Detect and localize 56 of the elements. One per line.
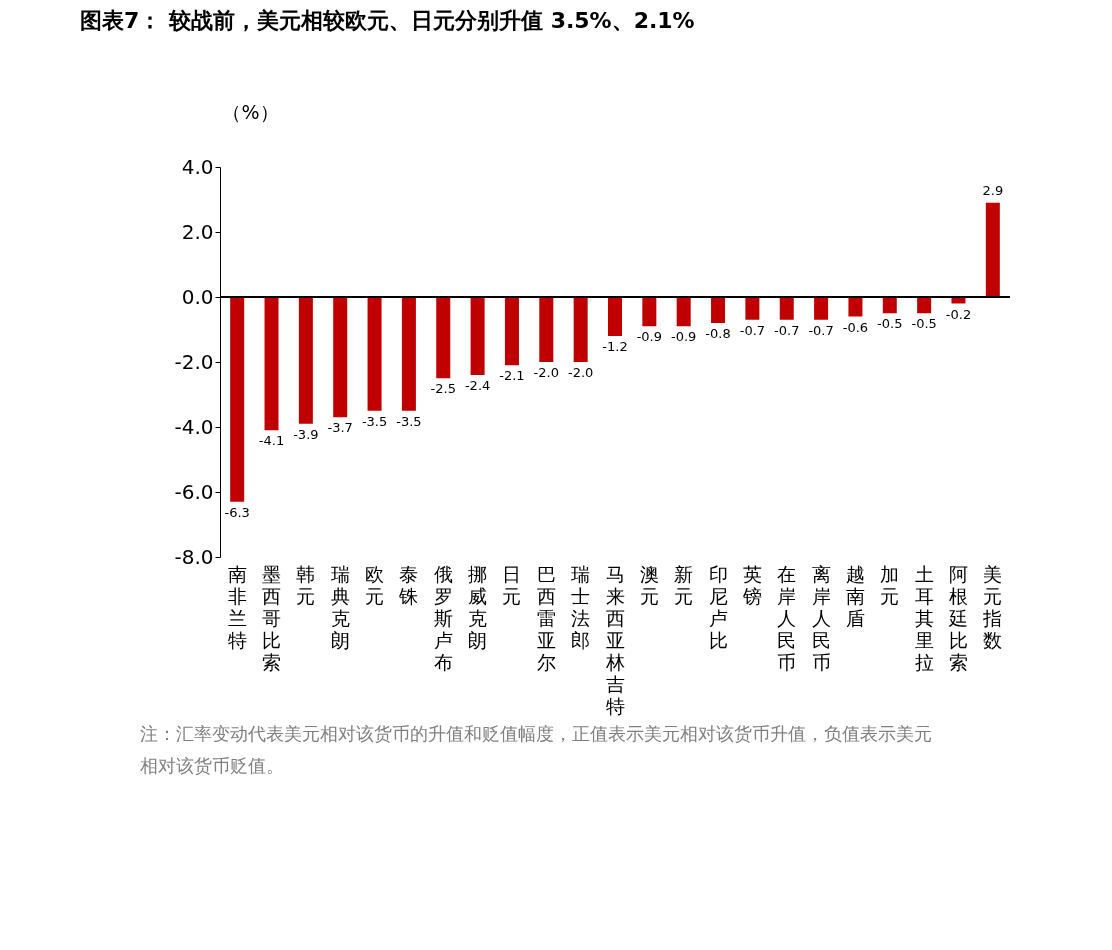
data-label: -0.7 bbox=[808, 322, 834, 338]
y-tick-label: 0.0 bbox=[181, 284, 214, 309]
y-axis-title: （%） bbox=[222, 100, 279, 123]
y-tick-label: -6.0 bbox=[174, 479, 214, 504]
x-tick-label: 新元 bbox=[674, 562, 694, 607]
x-tick-label: 马来西亚林吉特 bbox=[604, 562, 625, 717]
y-tick-label: -2.0 bbox=[174, 349, 214, 374]
data-label: -1.2 bbox=[602, 339, 628, 354]
x-tick-label: 离岸人民币 bbox=[811, 562, 831, 673]
x-tick-label: 日元 bbox=[502, 562, 522, 607]
x-tick-label: 在岸人民币 bbox=[777, 562, 797, 673]
x-tick-label: 越南盾 bbox=[845, 562, 865, 629]
x-tick-label: 南非兰特 bbox=[227, 562, 247, 651]
data-label: -0.9 bbox=[636, 329, 663, 345]
data-label: -4.1 bbox=[258, 433, 285, 449]
x-tick-label: 瑞典克朗 bbox=[330, 562, 350, 651]
x-tick-label: 瑞士法郎 bbox=[571, 562, 591, 651]
data-label: -6.3 bbox=[224, 504, 250, 520]
data-label: -0.8 bbox=[705, 326, 731, 341]
data-label: -2.0 bbox=[567, 365, 594, 380]
x-tick-label: 澳元 bbox=[639, 562, 659, 607]
x-tick-label: 阿根廷比索 bbox=[947, 562, 968, 673]
y-tick-label: -8.0 bbox=[174, 544, 214, 569]
x-tick-label: 俄罗斯卢布 bbox=[433, 562, 453, 673]
chart-title: 图表7： 较战前，美元相较欧元、日元分别升值 3.5%、2.1% bbox=[80, 8, 695, 33]
x-tick-label: 印尼卢比 bbox=[708, 562, 728, 651]
data-label: -0.7 bbox=[739, 322, 766, 338]
x-tick-label: 欧元 bbox=[365, 562, 385, 607]
data-label: -0.2 bbox=[945, 306, 972, 322]
x-tick-label: 巴西雷亚尔 bbox=[536, 562, 556, 673]
data-label: -3.5 bbox=[396, 413, 422, 429]
x-tick-label: 土耳其里拉 bbox=[914, 562, 934, 673]
data-label: -0.5 bbox=[911, 316, 937, 332]
data-label: -0.9 bbox=[671, 329, 697, 345]
text: 注：汇率变动代表美元相对该货币的升值和贬值幅度，正值表示美元相对该货币升值，负值表示美元相对该货币贬值。 bbox=[140, 723, 932, 776]
data-label: -0.7 bbox=[774, 322, 800, 338]
data-label: -3.7 bbox=[327, 420, 353, 436]
y-tick-label: 2.0 bbox=[181, 219, 214, 244]
data-label: 2.9 bbox=[982, 182, 1004, 198]
x-tick-label: 加元 bbox=[880, 562, 900, 607]
x-tick-label: 墨西哥比索 bbox=[262, 562, 282, 673]
data-label: -3.5 bbox=[361, 413, 388, 429]
x-tick-label: 英镑 bbox=[741, 562, 762, 607]
x-tick-label: 泰铢 bbox=[398, 562, 419, 607]
data-label: -2.4 bbox=[464, 378, 491, 393]
data-label: -2.1 bbox=[499, 368, 525, 384]
data-label: -0.6 bbox=[842, 319, 869, 335]
x-tick-label: 美元指数 bbox=[982, 562, 1003, 651]
y-tick-label: 4.0 bbox=[181, 154, 214, 179]
data-label: -2.0 bbox=[533, 365, 559, 380]
data-label: -0.5 bbox=[877, 316, 903, 332]
x-tick-label: 挪威克朗 bbox=[468, 562, 488, 651]
data-label: -3.9 bbox=[293, 426, 319, 442]
x-tick-label: 韩元 bbox=[296, 562, 316, 607]
data-label: -2.5 bbox=[430, 381, 456, 397]
y-tick-label: -4.0 bbox=[174, 414, 214, 439]
